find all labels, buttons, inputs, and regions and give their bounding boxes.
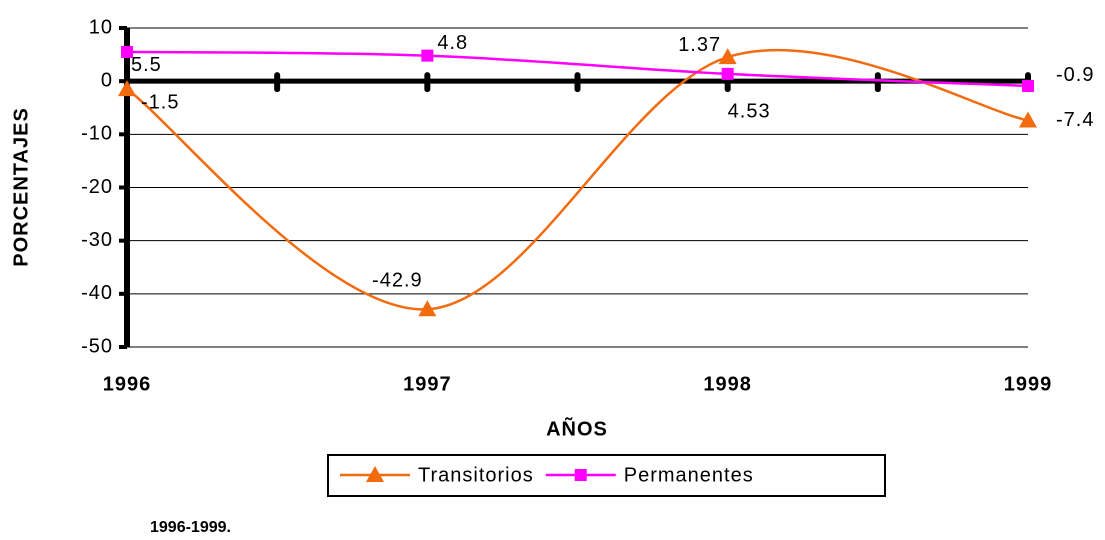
legend-label: Transitorios	[418, 464, 534, 486]
data-label: 4.8	[437, 32, 468, 54]
y-tick-label: -30	[81, 229, 113, 251]
y-tick-label: -10	[81, 123, 113, 145]
marker	[1019, 111, 1037, 128]
data-label: 1.37	[678, 34, 721, 56]
x-tick-label: 1996	[103, 373, 152, 395]
x-tick-label: 1997	[403, 373, 452, 395]
marker	[1022, 79, 1034, 92]
y-tick-label: -50	[81, 335, 113, 357]
y-tick-label: 10	[89, 16, 113, 38]
x-axis-title: AÑOS	[546, 417, 608, 440]
line	[126, 50, 1029, 88]
y-axis-title: PORCENTAJES	[10, 107, 32, 267]
y-tick-label: -40	[81, 282, 113, 304]
marker	[121, 45, 133, 58]
data-label: 4.53	[728, 100, 771, 122]
data-label: -42.9	[372, 270, 423, 292]
marker	[118, 80, 136, 97]
marker	[418, 300, 437, 317]
marker	[721, 67, 734, 80]
y-tick-label: -20	[81, 176, 113, 198]
data-label: -0.9	[1056, 64, 1094, 86]
marker	[366, 466, 384, 482]
caption: 1996-1999.	[150, 519, 231, 536]
data-label: -1.5	[141, 91, 179, 113]
x-tick-label: 1999	[1004, 373, 1053, 395]
data-label: 5.5	[131, 54, 162, 76]
marker	[421, 49, 434, 62]
line	[126, 48, 1029, 311]
legend-label: Permanentes	[624, 464, 754, 486]
x-tick-label: 1998	[703, 373, 752, 395]
data-label: -7.4	[1056, 109, 1094, 131]
marker	[718, 48, 737, 65]
marker	[574, 469, 587, 481]
y-tick-label: 0	[101, 69, 113, 91]
